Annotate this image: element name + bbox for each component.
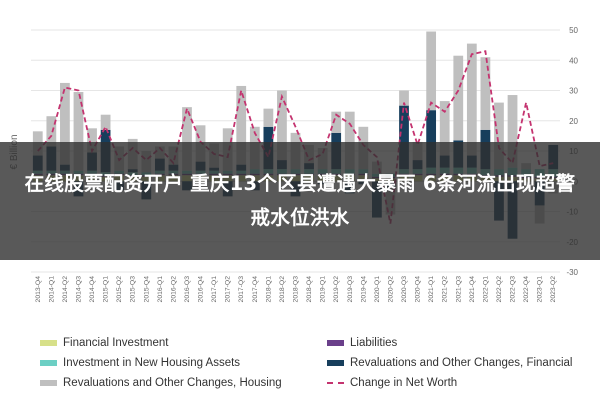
x-tick-label: 2018-Q3 [293,276,300,303]
y-tick-label: 50 [569,26,578,35]
legend-swatch [327,340,344,346]
legend-swatch [327,382,344,384]
legend-item: Change in Net Worth [327,377,457,389]
bar-segment [439,101,450,156]
x-tick-label: 2016-Q2 [170,276,177,303]
bar-segment [494,102,504,170]
bar-segment [46,116,57,147]
x-tick-label: 2021-Q4 [469,276,476,303]
x-tick-label: 2015-Q3 [130,276,137,303]
legend-label: Change in Net Worth [350,377,458,389]
bar-segment [60,82,70,165]
x-tick-label: 2017-Q3 [238,276,245,303]
x-tick-label: 2016-Q1 [157,276,164,303]
legend-item: Financial Investment [40,337,168,349]
x-tick-label: 2015-Q2 [116,276,123,303]
legend-label: Financial Investment [63,337,169,349]
x-tick-label: 2021-Q2 [442,276,449,303]
legend-label: Revaluations and Other Changes, Housing [63,377,282,389]
bar-segment [507,95,518,168]
legend-swatch [40,340,57,346]
x-tick-label: 2014-Q2 [62,276,69,303]
x-tick-label: 2015-Q1 [103,276,110,303]
bar-segment [182,107,192,171]
bar-segment [480,57,491,130]
x-tick-label: 2020-Q4 [415,276,422,303]
legend-swatch [327,360,344,366]
legend-swatch [40,360,57,366]
y-tick-label: 40 [569,56,578,65]
legend: Financial Investment Liabilities Investmen… [0,333,600,400]
x-tick-label: 2020-Q1 [374,276,381,303]
bar-segment [466,43,477,156]
x-tick-label: 2014-Q1 [48,276,55,303]
bar-segment [87,128,97,153]
bar-segment [263,108,274,127]
legend-label: Revaluations and Other Changes, Financia… [350,357,573,369]
x-tick-label: 2022-Q2 [496,276,503,303]
bar-segment [236,85,247,165]
x-tick-label: 2021-Q1 [428,276,435,303]
bar-segment [73,92,84,171]
legend-swatch [40,380,57,386]
bar-segment [399,105,409,170]
x-tick-label: 2019-Q2 [333,276,340,303]
y-tick-label: 30 [569,87,578,96]
bar-segment [331,111,342,133]
x-tick-label: 2021-Q3 [455,276,462,303]
bar-segment [399,90,409,106]
x-tick-labels: 2013-Q4 2014-Q1 2014-Q2 2014-Q3 2014-Q4 2015-… [35,276,557,303]
x-tick-label: 2016-Q3 [184,276,191,303]
overlay-banner: 在线股票配资开户 重庆13个区县遭遇大暴雨 6条河流出现超警戒水位洪水 [0,142,600,260]
legend-item: Liabilities [327,337,397,349]
bar-segment [453,55,464,141]
x-tick-label: 2013-Q4 [35,276,42,303]
x-tick-label: 2018-Q1 [265,276,272,303]
x-tick-label: 2019-Q1 [320,276,327,303]
bar-segment [344,111,355,170]
x-tick-label: 2017-Q1 [211,276,218,303]
x-tick-label: 2022-Q4 [523,276,530,303]
y-tick-label: -30 [566,268,578,277]
x-tick-label: 2020-Q3 [401,276,408,303]
x-tick-label: 2018-Q2 [279,276,286,303]
bar-segment [426,110,437,168]
x-tick-label: 2022-Q1 [482,276,489,303]
y-tick-label: 20 [569,117,578,126]
x-tick-label: 2023-Q2 [550,276,557,303]
bar-segment [426,31,437,111]
x-tick-label: 2016-Q4 [198,276,205,303]
x-tick-label: 2018-Q4 [306,276,313,303]
legend-item: Revaluations and Other Changes, Housing [40,377,282,389]
legend-item: Investment in New Housing Assets [40,357,240,369]
x-tick-label: 2019-Q4 [360,276,367,303]
legend-label: Investment in New Housing Assets [63,357,241,369]
x-tick-label: 2014-Q3 [76,276,83,303]
x-tick-label: 2015-Q4 [143,276,150,303]
bar-segment [277,90,287,161]
x-tick-label: 2017-Q2 [225,276,232,303]
x-tick-label: 2020-Q2 [387,276,394,303]
x-tick-label: 2014-Q4 [89,276,96,303]
x-tick-label: 2019-Q3 [347,276,354,303]
legend-item: Revaluations and Other Changes, Financia… [327,357,572,369]
bar-segment [100,114,111,130]
x-tick-label: 2017-Q4 [252,276,259,303]
x-tick-label: 2023-Q1 [537,276,544,303]
x-tick-label: 2022-Q3 [510,276,517,303]
legend-label: Liabilities [350,337,398,349]
overlay-banner-text: 在线股票配资开户 重庆13个区县遭遇大暴雨 6条河流出现超警戒水位洪水 [24,172,576,229]
